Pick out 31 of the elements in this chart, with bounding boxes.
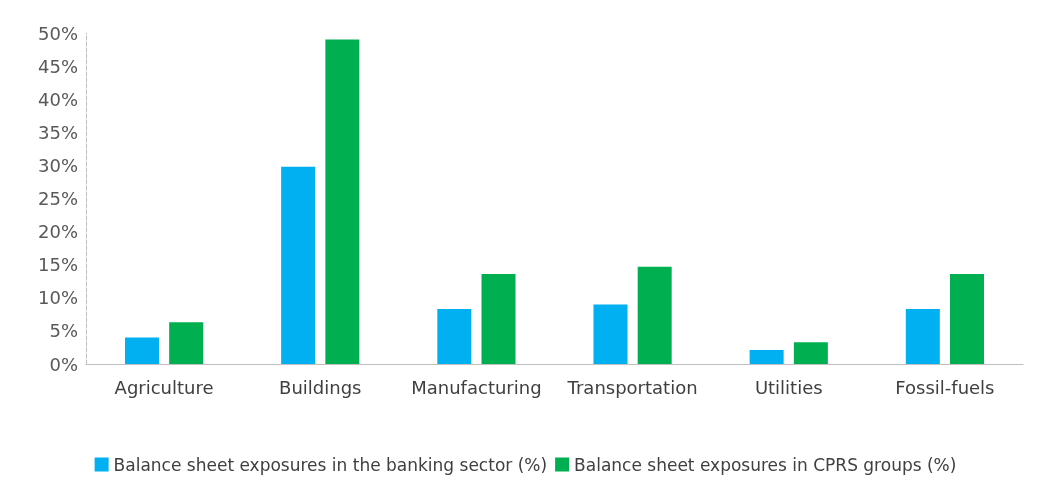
y-tick-label: 0% bbox=[49, 353, 78, 375]
legend-label: Balance sheet exposures in CPRS groups (%) bbox=[574, 454, 957, 475]
bar bbox=[481, 273, 516, 364]
x-tick-label: Fossil-fuels bbox=[895, 376, 995, 398]
y-tick-label: 35% bbox=[37, 121, 78, 143]
y-tick-label: 50% bbox=[37, 22, 78, 44]
y-tick-label: 45% bbox=[37, 55, 78, 77]
bar bbox=[905, 309, 940, 364]
y-tick-label: 25% bbox=[37, 188, 78, 209]
bar bbox=[950, 273, 985, 364]
y-tick-label: 5% bbox=[49, 320, 78, 342]
y-tick-label: 40% bbox=[37, 88, 78, 110]
x-tick-label: Buildings bbox=[279, 376, 362, 398]
x-tick-label: Utilities bbox=[754, 376, 823, 398]
bar bbox=[593, 304, 628, 364]
bar bbox=[749, 350, 784, 364]
bar bbox=[169, 322, 204, 364]
y-tick-label: 10% bbox=[37, 287, 78, 309]
y-tick-label: 20% bbox=[37, 221, 78, 243]
x-tick-label: Agriculture bbox=[114, 376, 214, 398]
bar bbox=[325, 39, 360, 364]
x-tick-label: Transportation bbox=[566, 376, 698, 398]
x-tick-label: Manufacturing bbox=[411, 376, 542, 398]
bar bbox=[637, 266, 672, 364]
bar bbox=[793, 342, 828, 364]
y-tick-label: 30% bbox=[37, 154, 78, 176]
legend-label: Balance sheet exposures in the banking sector (%) bbox=[113, 454, 548, 475]
y-tick-label: 15% bbox=[37, 254, 78, 276]
bar bbox=[281, 166, 316, 364]
bar bbox=[437, 309, 472, 364]
bar bbox=[124, 337, 159, 364]
